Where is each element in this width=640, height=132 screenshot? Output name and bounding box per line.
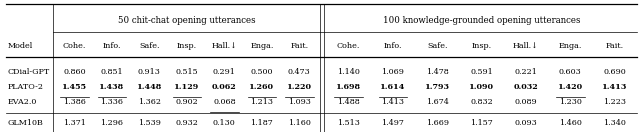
Text: Fait.: Fait.: [605, 42, 624, 50]
Text: 1.674: 1.674: [426, 98, 449, 106]
Text: 0.603: 0.603: [559, 68, 582, 76]
Text: 0.860: 0.860: [63, 68, 86, 76]
Text: 0.832: 0.832: [470, 98, 493, 106]
Text: 1.386: 1.386: [63, 98, 86, 106]
Text: 0.291: 0.291: [213, 68, 236, 76]
Text: 1.230: 1.230: [559, 98, 582, 106]
Text: 1.513: 1.513: [337, 119, 360, 127]
Text: 1.455: 1.455: [62, 83, 87, 91]
Text: 1.157: 1.157: [470, 119, 493, 127]
Text: 1.140: 1.140: [337, 68, 360, 76]
Text: 1.371: 1.371: [63, 119, 86, 127]
Text: Insp.: Insp.: [472, 42, 492, 50]
Text: 0.473: 0.473: [288, 68, 310, 76]
Text: 1.448: 1.448: [137, 83, 162, 91]
Text: 1.093: 1.093: [288, 98, 311, 106]
Text: 0.221: 0.221: [515, 68, 538, 76]
Text: 1.669: 1.669: [426, 119, 449, 127]
Text: 0.068: 0.068: [213, 98, 236, 106]
Text: PLATO-2: PLATO-2: [8, 83, 44, 91]
Text: 0.089: 0.089: [515, 98, 537, 106]
Text: 0.130: 0.130: [213, 119, 236, 127]
Text: Insp.: Insp.: [177, 42, 197, 50]
Text: 0.690: 0.690: [604, 68, 626, 76]
Text: 1.296: 1.296: [100, 119, 124, 127]
Text: 0.093: 0.093: [515, 119, 538, 127]
Text: 1.260: 1.260: [250, 83, 275, 91]
Text: 1.614: 1.614: [380, 83, 406, 91]
Text: 1.793: 1.793: [425, 83, 450, 91]
Text: 0.913: 0.913: [138, 68, 161, 76]
Text: Info.: Info.: [102, 42, 121, 50]
Text: 1.187: 1.187: [250, 119, 273, 127]
Text: 0.932: 0.932: [175, 119, 198, 127]
Text: 50 chit-chat opening utterances: 50 chit-chat opening utterances: [118, 16, 256, 25]
Text: 0.902: 0.902: [175, 98, 198, 106]
Text: 1.478: 1.478: [426, 68, 449, 76]
Text: 0.515: 0.515: [175, 68, 198, 76]
Text: Info.: Info.: [383, 42, 402, 50]
Text: 1.413: 1.413: [602, 83, 627, 91]
Text: 1.213: 1.213: [250, 98, 273, 106]
Text: 1.223: 1.223: [603, 98, 626, 106]
Text: 1.340: 1.340: [603, 119, 626, 127]
Text: Cohe.: Cohe.: [63, 42, 86, 50]
Text: Fait.: Fait.: [291, 42, 308, 50]
Text: 1.336: 1.336: [100, 98, 124, 106]
Text: Enga.: Enga.: [559, 42, 582, 50]
Text: Cohe.: Cohe.: [337, 42, 360, 50]
Text: 1.069: 1.069: [381, 68, 404, 76]
Text: Hall.↓: Hall.↓: [211, 42, 237, 50]
Text: 1.460: 1.460: [559, 119, 582, 127]
Text: 100 knowledge-grounded opening utterances: 100 knowledge-grounded opening utterance…: [383, 16, 580, 25]
Text: 1.129: 1.129: [174, 83, 200, 91]
Text: 0.591: 0.591: [470, 68, 493, 76]
Text: 1.362: 1.362: [138, 98, 161, 106]
Text: Safe.: Safe.: [427, 42, 447, 50]
Text: 0.062: 0.062: [212, 83, 237, 91]
Text: GLM10B: GLM10B: [8, 119, 44, 127]
Text: EVA2.0: EVA2.0: [8, 98, 37, 106]
Text: Model: Model: [8, 42, 33, 50]
Text: 1.438: 1.438: [99, 83, 124, 91]
Text: 1.698: 1.698: [336, 83, 361, 91]
Text: Hall.↓: Hall.↓: [513, 42, 539, 50]
Text: 1.090: 1.090: [469, 83, 494, 91]
Text: 1.488: 1.488: [337, 98, 360, 106]
Text: 1.497: 1.497: [381, 119, 404, 127]
Text: Enga.: Enga.: [250, 42, 273, 50]
Text: 0.851: 0.851: [100, 68, 124, 76]
Text: 1.539: 1.539: [138, 119, 161, 127]
Text: 1.413: 1.413: [381, 98, 404, 106]
Text: 1.420: 1.420: [557, 83, 583, 91]
Text: 0.500: 0.500: [251, 68, 273, 76]
Text: Safe.: Safe.: [139, 42, 159, 50]
Text: 0.032: 0.032: [513, 83, 538, 91]
Text: 1.160: 1.160: [288, 119, 311, 127]
Text: 1.220: 1.220: [287, 83, 312, 91]
Text: CDial-GPT: CDial-GPT: [8, 68, 50, 76]
